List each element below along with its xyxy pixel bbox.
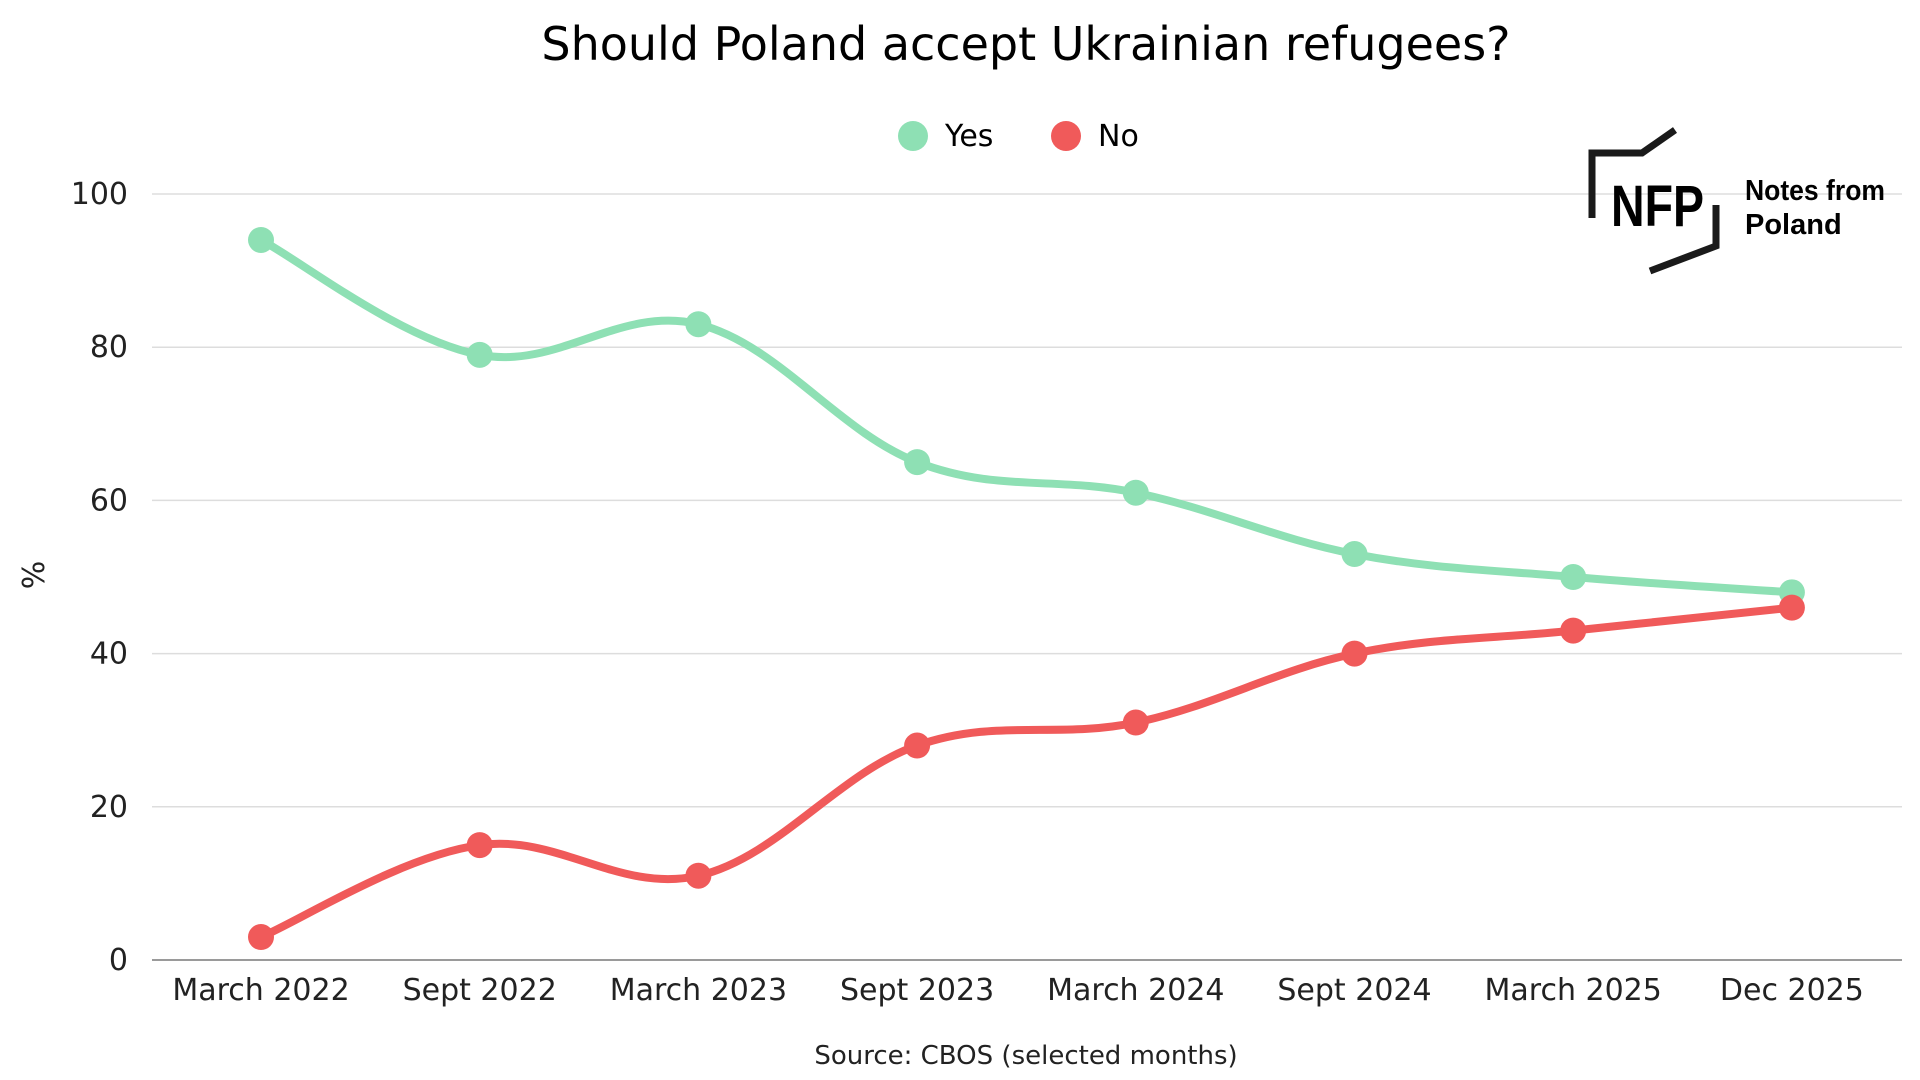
y-tick-label: 20 (90, 790, 128, 825)
legend-label-no: No (1098, 119, 1139, 154)
series-no (248, 594, 1805, 951)
legend-label-yes: Yes (944, 119, 993, 154)
series-yes (248, 226, 1805, 606)
y-axis-label: % (17, 561, 52, 590)
legend-item-no: No (1051, 119, 1139, 154)
logo-mark: NFP (1611, 174, 1704, 239)
legend-swatch-yes (898, 121, 928, 151)
y-tick-label: 40 (90, 637, 128, 672)
data-point-yes (248, 226, 274, 253)
data-point-no (904, 732, 931, 759)
logo-bracket-top (1588, 127, 1678, 218)
y-tick-label: 0 (109, 943, 128, 978)
gridlines (152, 193, 1902, 961)
data-point-no (685, 862, 712, 889)
data-point-no (1560, 617, 1587, 644)
y-axis: 0 20 40 60 80 100 (71, 177, 128, 978)
data-point-no (1341, 640, 1368, 667)
y-tick-label: 80 (90, 330, 128, 365)
x-tick-label: Sept 2023 (840, 973, 994, 1008)
x-tick-label: Dec 2025 (1720, 973, 1864, 1008)
notes-from-poland-logo: NFP Notes from Poland (1588, 127, 1885, 275)
legend-item-yes: Yes (898, 119, 993, 154)
data-point-no (466, 832, 493, 859)
logo-bracket-bottom (1648, 205, 1720, 275)
legend-swatch-no (1051, 121, 1081, 151)
series-line-no (257, 603, 1796, 942)
chart-title: Should Poland accept Ukrainian refugees? (541, 17, 1510, 71)
x-tick-label: Sept 2024 (1277, 973, 1431, 1008)
data-point-yes (466, 341, 493, 368)
data-point-no (1778, 594, 1805, 621)
logo-line-1: Notes from (1745, 175, 1885, 207)
y-tick-label: 100 (71, 177, 128, 212)
data-point-yes (1341, 541, 1368, 568)
source-note: Source: CBOS (selected months) (814, 1041, 1237, 1071)
y-tick-label: 60 (90, 483, 128, 518)
logo-line-2: Poland (1745, 209, 1842, 241)
series-layer (248, 226, 1805, 951)
x-tick-label: March 2024 (1047, 973, 1224, 1008)
data-point-no (248, 924, 274, 951)
x-axis: March 2022 Sept 2022 March 2023 Sept 2023 Ma… (172, 973, 1864, 1008)
data-point-yes (1122, 479, 1149, 506)
x-tick-label: March 2025 (1485, 973, 1662, 1008)
legend: Yes No (898, 119, 1139, 154)
x-tick-label: March 2023 (610, 973, 787, 1008)
series-line-yes (257, 235, 1796, 597)
data-point-yes (685, 311, 712, 338)
data-point-no (1122, 709, 1149, 736)
x-tick-label: Sept 2022 (403, 973, 557, 1008)
x-tick-label: March 2022 (172, 973, 349, 1008)
data-point-yes (904, 449, 931, 476)
data-point-yes (1560, 564, 1587, 590)
